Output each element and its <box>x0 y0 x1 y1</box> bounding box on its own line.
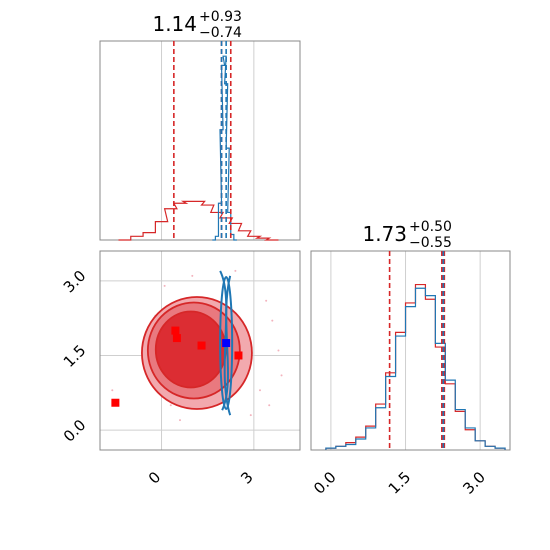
contour-level <box>154 310 227 389</box>
contour-marker <box>111 398 120 407</box>
contour-ytick-label: 1.5 <box>60 341 90 371</box>
contour-ytick-label: 3.0 <box>60 267 90 297</box>
contour-blue-line <box>221 275 232 411</box>
right-hist-title-median: 1.73 <box>362 222 407 246</box>
right-hist-xtick-label: 3.0 <box>459 468 489 498</box>
right-hist-title: 1.73 +0.50−0.55 <box>362 219 451 251</box>
contour-marker <box>197 341 206 350</box>
right-hist-series-0-curve <box>325 283 506 450</box>
contour-marker <box>172 334 181 343</box>
contour-sample-point <box>265 299 268 302</box>
contour-sample-point <box>280 374 283 377</box>
top-hist-title-plus: +0.93 <box>199 9 242 25</box>
top-hist-title-median: 1.14 <box>152 12 197 36</box>
right-hist-frame <box>310 250 511 451</box>
contour-xtick-label: 0 <box>145 468 164 487</box>
contour-frame <box>99 250 301 451</box>
contour-sample-point <box>259 389 261 392</box>
contour-sample-point <box>234 269 237 272</box>
contour-xtick-label: 3 <box>237 468 256 487</box>
contour-ytick-label: 0.0 <box>60 416 90 446</box>
contour-marker <box>171 326 180 335</box>
top-hist-series-group <box>118 41 279 241</box>
contour-sample-point <box>169 404 172 407</box>
contour-sample-point <box>249 414 252 417</box>
top-hist-series-1-curve <box>212 55 237 241</box>
contour-blue-line <box>219 276 234 411</box>
contour-sample-point <box>111 389 114 392</box>
contour-sample-point <box>268 404 271 407</box>
contour-marker <box>222 339 231 348</box>
contour-sample-point <box>271 319 274 322</box>
right-hist-xtick-label: 0.0 <box>310 468 340 498</box>
right-hist-series-group <box>325 251 506 450</box>
contour-sample-point <box>277 349 280 352</box>
top-hist-title: 1.14 +0.93−0.74 <box>152 9 242 41</box>
right-hist-xtick-label: 1.5 <box>385 468 415 498</box>
contour-layers <box>111 269 283 422</box>
top-hist-frame <box>99 40 301 241</box>
right-hist-series-1-curve <box>325 287 506 450</box>
contour-marker <box>234 351 243 360</box>
contour-sample-point <box>163 284 166 287</box>
top-hist-title-minus: −0.74 <box>199 25 242 41</box>
contour-sample-point <box>191 274 194 277</box>
right-hist-title-plus: +0.50 <box>409 219 452 235</box>
right-hist-title-minus: −0.55 <box>409 235 452 251</box>
contour-sample-point <box>179 419 181 422</box>
top-hist-series-0-curve <box>118 200 279 241</box>
